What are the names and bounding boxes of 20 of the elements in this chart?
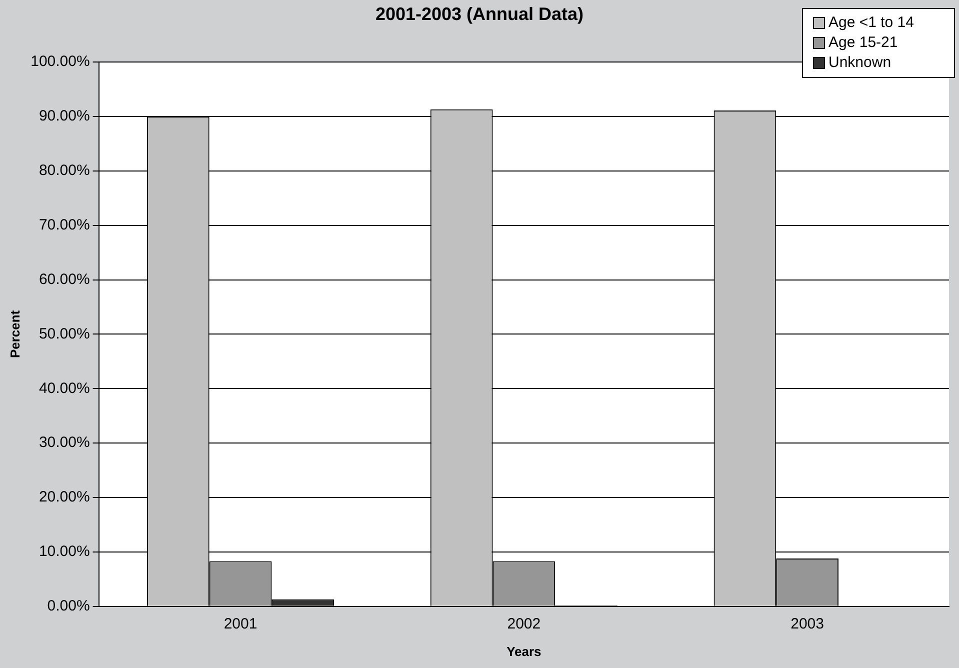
y-tick-label: 100.00%: [30, 53, 90, 70]
y-tick-label: 0.00%: [47, 598, 90, 615]
y-tick-label: 60.00%: [38, 270, 90, 288]
y-tick-label: 20.00%: [38, 488, 90, 506]
x-tick-label: 2001: [224, 616, 258, 633]
y-tick-label: 80.00%: [38, 162, 90, 180]
x-tick-label: 2003: [790, 616, 824, 633]
x-axis-title: Years: [506, 644, 542, 659]
y-axis-title: Percent: [7, 310, 22, 358]
y-tick-label: 30.00%: [38, 434, 90, 452]
y-tick-label: 10.00%: [38, 543, 90, 560]
chart-title: 2001-2003 (Annual Data): [375, 4, 584, 24]
legend-label: Unknown: [828, 53, 892, 73]
x-tick-label: 2002: [507, 616, 541, 633]
y-tick-label: 50.00%: [38, 325, 90, 342]
y-tick-label: 90.00%: [38, 108, 90, 125]
legend-label: Age 15-21: [828, 33, 899, 53]
legend-label: Age <1 to 14: [828, 13, 914, 33]
y-tick-label: 70.00%: [38, 216, 90, 234]
y-tick-label: 40.00%: [38, 380, 90, 397]
